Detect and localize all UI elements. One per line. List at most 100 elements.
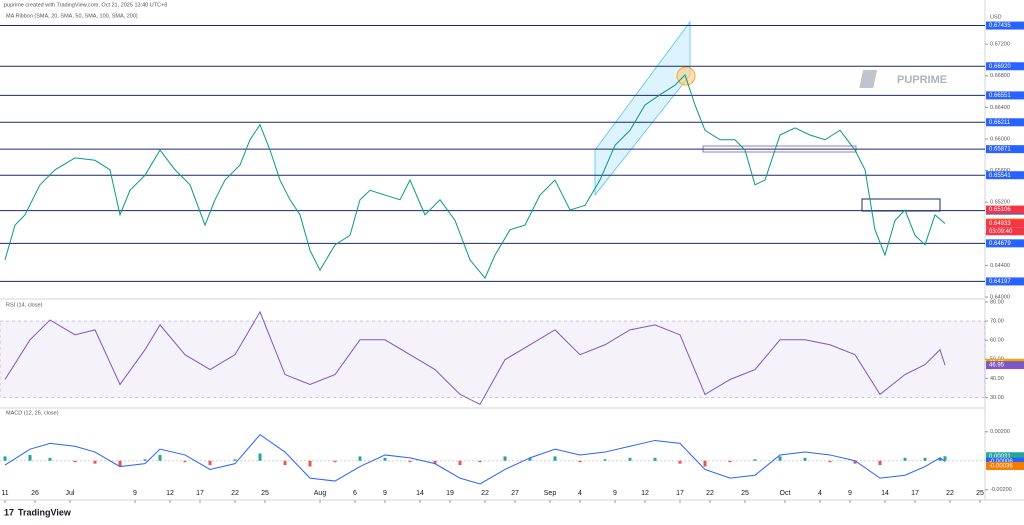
level-label: 0.66551: [989, 93, 1011, 99]
indicator-title: RSI (14, close): [6, 302, 43, 308]
level-label: 0.64679: [989, 241, 1011, 247]
x-tick-label: 25: [261, 490, 269, 497]
x-tick-label: 9: [848, 490, 852, 497]
x-tick-label: 11: [1, 490, 8, 497]
x-tick-label: 17: [676, 490, 684, 497]
x-tick-label: 9: [133, 490, 137, 497]
histogram-bar: [28, 454, 32, 461]
price-badge: [986, 361, 1024, 370]
histogram-bar: [938, 457, 942, 461]
x-tick-label: 27: [511, 490, 519, 497]
x-tick-label: 17: [911, 490, 919, 497]
y-tick-label: 0.64400: [990, 263, 1010, 269]
histogram-bar: [333, 460, 337, 463]
y-tick-label: 0.65200: [990, 200, 1010, 206]
x-tick-label: 22: [946, 490, 954, 497]
level-label: 0.66211: [989, 120, 1011, 126]
x-tick-label: Aug: [314, 490, 327, 497]
x-tick-label: Sep: [544, 490, 557, 497]
price-badge-label: 0.65106: [989, 207, 1011, 213]
histogram-bar: [158, 454, 162, 461]
histogram-bar: [803, 457, 807, 461]
price-badge-label: 0.64933: [989, 221, 1011, 227]
y-tick-label: 0.65600: [990, 168, 1010, 174]
x-tick-label: 25: [741, 490, 749, 497]
histogram-bar: [118, 460, 122, 467]
footer: TradingView: [18, 507, 72, 517]
histogram-bar: [778, 456, 782, 461]
y-tick-label: 60.00: [990, 338, 1004, 344]
y-tick-label: 0.64000: [990, 294, 1010, 300]
histogram-bar: [478, 460, 482, 463]
histogram-bar: [828, 460, 832, 463]
series-line: [4, 74, 946, 279]
y-tick-label: 70.00: [990, 319, 1004, 325]
histogram-bar: [283, 460, 287, 466]
level-badge: [986, 91, 1024, 100]
histogram-bar: [73, 460, 77, 463]
level-badge: [986, 145, 1024, 154]
level-badge: [986, 239, 1024, 248]
histogram-bar: [678, 460, 682, 464]
histogram-bar: [503, 456, 507, 461]
histogram-bar: [528, 457, 532, 461]
x-tick-label: 14: [416, 490, 424, 497]
level-label: 0.64197: [989, 279, 1011, 285]
histogram-bar: [653, 457, 657, 461]
histogram-bar: [183, 460, 187, 463]
header-title: puprime created with TradingView.com, Oc…: [4, 2, 167, 8]
x-tick-label: 12: [166, 490, 174, 497]
histogram-bar: [143, 459, 147, 461]
histogram-bar: [208, 460, 212, 466]
countdown-badge: [986, 227, 1024, 236]
countdown: 03:09:40: [989, 229, 1013, 235]
histogram-bar: [433, 460, 437, 464]
price-badge: [986, 205, 1024, 214]
histogram-bar: [408, 460, 412, 463]
price-badge: [986, 452, 1024, 461]
y-tick-label: 30.00: [990, 395, 1004, 401]
y-tick-label: 0.66000: [990, 136, 1010, 142]
histogram-bar: [853, 460, 857, 464]
y-tick-label: 0.00200: [990, 429, 1010, 435]
histogram-bar: [308, 460, 312, 467]
brand: PUPRIME: [897, 74, 947, 86]
series-line: [4, 310, 946, 405]
histogram-bar: [923, 457, 927, 461]
x-tick-label: 26: [31, 490, 39, 497]
x-tick-label: 4: [818, 490, 822, 497]
highlight: [676, 66, 696, 86]
histogram-bar: [458, 460, 462, 466]
price-badge-label: 46.95: [989, 363, 1005, 369]
x-tick-label: 22: [706, 490, 714, 497]
histogram-bar: [628, 457, 632, 461]
level-label: 0.67435: [989, 23, 1011, 29]
level-badge: [986, 171, 1024, 180]
histogram-bar: [578, 460, 582, 463]
price-badge: [986, 219, 1024, 228]
histogram-bar: [383, 457, 387, 461]
x-tick-label: Jul: [66, 490, 75, 497]
x-tick-label: 25: [976, 490, 984, 497]
x-tick-label: Oct: [780, 490, 791, 497]
price-badge: [986, 457, 1024, 466]
histogram-bar: [3, 456, 7, 461]
histogram-bar: [903, 457, 907, 461]
y-tick-label: 80.00: [990, 299, 1004, 305]
x-tick-label: 22: [481, 490, 489, 497]
level-label: 0.66920: [989, 64, 1011, 70]
rsi-band: [0, 320, 986, 398]
x-tick-label: 9: [383, 490, 387, 497]
price-badge: [986, 461, 1024, 470]
histogram-bar: [943, 456, 947, 461]
histogram-bar: [728, 460, 732, 463]
series-line: [4, 433, 946, 485]
histogram-bar: [878, 460, 882, 466]
level-label: 0.65871: [989, 147, 1011, 153]
level-badge: [986, 277, 1024, 286]
y-tick-label: 0.67200: [990, 42, 1010, 48]
price-badge-label: 0.00031: [989, 454, 1011, 460]
histogram-bar: [553, 456, 557, 461]
y-tick-label: -0.00200: [990, 487, 1012, 493]
